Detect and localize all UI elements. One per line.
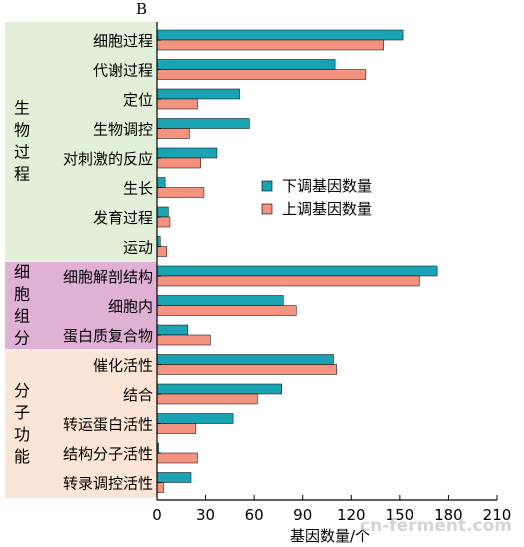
category-label-15: 结构分子活性 [63,445,153,463]
bar-up-13 [156,393,258,405]
bar-up-7 [156,216,171,228]
x-tick-label-7: 180 [434,506,463,524]
bar-down-16 [156,472,192,483]
category-label-5: 对刺激的反应 [63,150,153,168]
bar-up-5 [156,157,201,169]
x-tick-label-5: 120 [337,506,366,524]
group-band-2 [5,261,157,350]
bar-down-12 [156,354,334,365]
bar-up-3 [156,98,198,110]
bar-down-2 [156,59,336,70]
x-axis-label: 基因数量/个 [290,527,370,545]
bar-up-11 [156,334,211,346]
x-tick-label-4: 90 [293,506,312,524]
x-tick-label-1: 0 [152,506,162,524]
category-label-3: 定位 [123,91,153,109]
category-label-10: 细胞内 [108,298,153,316]
x-tick-label-3: 60 [245,506,264,524]
group-label-1: 生物过程 [14,98,30,183]
category-label-7: 发育过程 [93,209,153,227]
category-label-16: 转录调控活性 [63,475,153,493]
bar-down-11 [156,324,189,336]
bar-up-12 [156,364,337,375]
category-label-9: 细胞解剖结构 [63,268,153,286]
watermark: cn-ferment.com [360,516,512,536]
category-label-6: 生长 [123,180,153,198]
bar-up-8 [156,246,167,257]
bar-down-9 [156,265,438,277]
bar-up-2 [156,69,367,80]
bar-up-1 [156,39,384,51]
bar-down-10 [156,295,284,306]
bar-down-5 [156,147,218,159]
x-tick-label-6: 150 [386,506,415,524]
x-tick-label-2: 30 [196,506,215,524]
axes [156,22,498,501]
bar-up-6 [156,187,205,198]
x-tick-labels: 0 30 60 90 120 150 180 210 [152,506,511,524]
bar-down-6 [156,177,166,188]
legend-label-up: 上调基因数量 [282,200,372,218]
legend: 下调基因数量 上调基因数量 [261,177,372,218]
bar-up-14 [156,423,197,434]
bar-down-3 [156,88,240,100]
legend-label-down: 下调基因数量 [282,177,372,195]
bar-down-13 [156,383,282,395]
x-tick-label-8: 210 [483,506,512,524]
bar-down-14 [156,413,234,424]
category-label-14: 转运蛋白活性 [63,416,153,434]
bar-down-4 [156,118,250,129]
group-band-1 [5,22,157,261]
bar-up-16 [156,482,164,493]
category-labels: 细胞过程代谢过程定位生物调控对刺激的反应生长发育过程运动细胞解剖结构细胞内蛋白质… [63,32,153,493]
bar-down-1 [156,29,404,41]
bar-up-4 [156,128,190,139]
category-label-12: 催化活性 [93,357,153,375]
bar-up-9 [156,275,420,287]
legend-swatch-down [261,180,273,192]
category-label-4: 生物调控 [93,121,153,139]
group-band-3 [5,350,157,498]
group-label-2: 细胞组分 [14,263,30,348]
category-label-13: 结合 [123,386,153,404]
bar-down-7 [156,206,169,218]
bars [156,29,438,493]
panel-label: B [136,0,147,18]
group-label-3: 分子功能 [14,381,30,466]
bar-up-10 [156,305,297,316]
category-label-11: 蛋白质复合物 [63,327,153,345]
category-label-2: 代谢过程 [93,62,153,80]
legend-swatch-up [261,203,273,215]
category-label-8: 运动 [123,239,153,257]
bar-up-15 [156,452,198,464]
category-label-1: 细胞过程 [93,32,153,50]
